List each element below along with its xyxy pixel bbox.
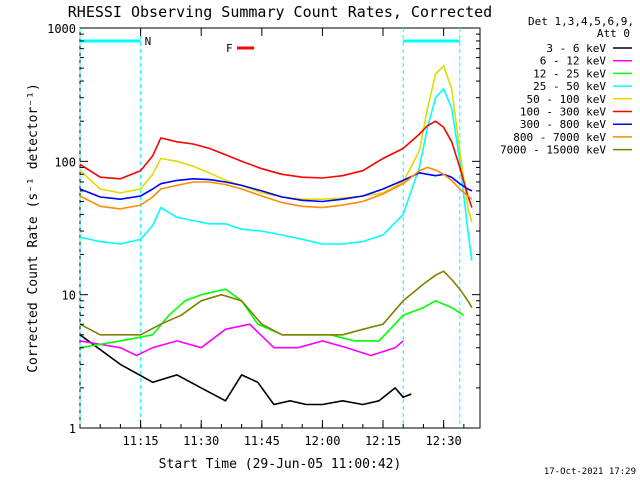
flare-marker-label: F	[226, 42, 233, 55]
chart-title: RHESSI Observing Summary Count Rates, Co…	[68, 3, 492, 21]
legend-label: 100 - 300 keV	[520, 106, 606, 119]
legend-label: 6 - 12 keV	[540, 55, 607, 68]
y-axis-label: Corrected Count Rate (s⁻¹ detector⁻¹)	[26, 83, 41, 373]
series-line-3-6-kev	[79, 334, 412, 406]
plot-area: NF	[79, 27, 481, 429]
series-line-800-7000-kev	[79, 166, 473, 210]
series-line-25-50-kev	[79, 88, 473, 261]
legend-label: 50 - 100 keV	[527, 93, 607, 106]
legend-label: 800 - 7000 keV	[513, 131, 606, 144]
y-tick-label: 10	[62, 289, 76, 303]
series-line-100-300-kev	[79, 120, 473, 208]
x-tick-label: 12:00	[304, 434, 340, 448]
x-axis: 11:15 11:30 11:45 12:00 12:15 12:30	[79, 28, 465, 448]
y-tick-label: 1000	[47, 22, 76, 36]
y-tick-label: 1	[69, 422, 76, 436]
x-tick-label: 12:30	[426, 434, 462, 448]
series-line-6-12-kev	[79, 323, 404, 357]
x-tick-label: 11:45	[244, 434, 280, 448]
series-line-300-800-kev	[79, 172, 473, 203]
legend-label: 7000 - 15000 keV	[500, 144, 606, 157]
legend-label: 12 - 25 keV	[533, 67, 606, 80]
plot-frame	[79, 27, 481, 429]
x-axis-label: Start Time (29-Jun-05 11:00:42)	[159, 457, 402, 472]
series-line-50-100-kev	[79, 65, 473, 223]
timestamp: 17-Oct-2021 17:29	[544, 467, 636, 477]
y-tick-label: 100	[54, 155, 76, 169]
legend-label: 300 - 800 keV	[520, 118, 606, 131]
y-axis: 1 10 100 1000	[47, 22, 480, 436]
x-tick-label: 12:15	[365, 434, 401, 448]
legend-header-line-1: Det 1,3,4,5,6,9,	[528, 15, 634, 28]
series-line-7000-15000-kev	[79, 270, 473, 336]
night-marker-label: N	[145, 35, 152, 48]
legend-header-line-2: Att 0	[597, 27, 630, 40]
x-tick-label: 11:30	[183, 434, 219, 448]
x-tick-label: 11:15	[123, 434, 159, 448]
legend-label: 3 - 6 keV	[546, 42, 606, 55]
legend-label: 25 - 50 keV	[533, 80, 606, 93]
